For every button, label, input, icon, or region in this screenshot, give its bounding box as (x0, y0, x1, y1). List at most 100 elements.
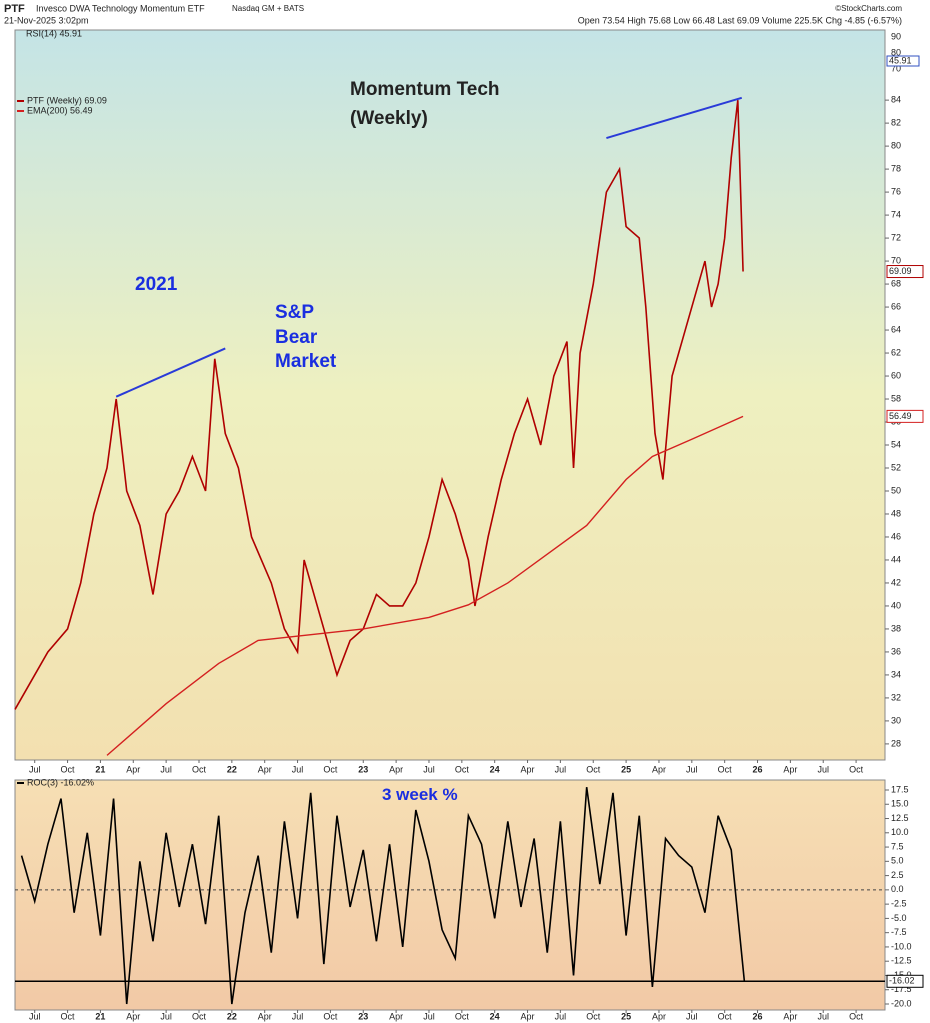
x-tick-label: Apr (126, 764, 140, 774)
x-tick-label: Apr (389, 764, 403, 774)
y-tick-label: -5.0 (891, 913, 907, 923)
y-tick-label: 0.0 (891, 884, 904, 894)
annotation: 3 week % (382, 785, 458, 804)
x-tick-label: Apr (521, 1011, 535, 1021)
x-tick-label: 26 (753, 1011, 763, 1021)
x-tick-label: Jul (555, 764, 567, 774)
y-tick-label: 2.5 (891, 870, 904, 880)
y-tick-label: 28 (891, 738, 901, 748)
x-tick-label: Jul (29, 1011, 41, 1021)
rsi-tick-label: 90 (891, 31, 901, 41)
rsi-value-box (886, 55, 920, 67)
legend-label: ROC(3) -16.02% (27, 777, 94, 787)
y-tick-label: 30 (891, 715, 901, 725)
rsi-tick-label: 70 (891, 63, 901, 73)
x-tick-label: Oct (849, 1011, 864, 1021)
x-tick-label: 23 (358, 764, 368, 774)
series-line (14, 100, 744, 710)
rsi-label: RSI(14) 45.91 (26, 28, 82, 38)
trend-line (606, 96, 743, 140)
x-tick-label: Jul (160, 1011, 172, 1021)
annotation: S&P (275, 302, 314, 323)
annotation: (Weekly) (350, 108, 428, 129)
series-line (106, 415, 744, 756)
x-tick-label: Apr (521, 764, 535, 774)
x-tick-label: 21 (95, 764, 105, 774)
y-tick-label: 76 (891, 186, 901, 196)
y-tick-label: -10.0 (891, 941, 912, 951)
trend-line (115, 347, 226, 398)
x-tick-label: Apr (258, 764, 272, 774)
x-tick-label: Apr (652, 764, 666, 774)
x-tick-label: Jul (686, 764, 698, 774)
y-tick-label: 17.5 (891, 784, 909, 794)
x-tick-label: 23 (358, 1011, 368, 1021)
y-tick-label: 12.5 (891, 813, 909, 823)
value-box-label: 69.09 (889, 266, 912, 276)
x-tick-label: Jul (817, 1011, 829, 1021)
y-tick-label: -12.5 (891, 956, 912, 966)
value-box (886, 409, 924, 423)
y-tick-label: 70 (891, 255, 901, 265)
value-box-label: -16.02 (889, 976, 915, 986)
x-tick-label: Apr (783, 1011, 797, 1021)
x-tick-label: Jul (292, 1011, 304, 1021)
x-tick-label: Oct (849, 764, 864, 774)
series-line (20, 787, 746, 1005)
y-tick-label: 80 (891, 140, 901, 150)
x-tick-label: 25 (621, 764, 631, 774)
x-tick-label: Apr (783, 764, 797, 774)
y-tick-label: 72 (891, 232, 901, 242)
y-tick-label: 78 (891, 163, 901, 173)
x-tick-label: 22 (227, 764, 237, 774)
y-tick-label: -2.5 (891, 899, 907, 909)
x-tick-label: Jul (686, 1011, 698, 1021)
x-tick-label: Oct (455, 1011, 470, 1021)
x-tick-label: Jul (29, 764, 41, 774)
x-tick-label: Jul (423, 1011, 435, 1021)
y-tick-label: 10.0 (891, 827, 909, 837)
roc-panel (14, 779, 886, 1011)
price-panel (14, 29, 886, 761)
y-tick-label: 40 (891, 600, 901, 610)
x-tick-label: Oct (323, 1011, 338, 1021)
y-tick-label: 42 (891, 577, 901, 587)
y-tick-label: 54 (891, 439, 901, 449)
value-box-label: 56.49 (889, 411, 912, 421)
x-tick-label: 26 (753, 764, 763, 774)
x-tick-label: Oct (455, 764, 470, 774)
x-tick-label: Apr (389, 1011, 403, 1021)
y-tick-label: 38 (891, 623, 901, 633)
y-tick-label: 7.5 (891, 841, 904, 851)
y-tick-label: 5.0 (891, 856, 904, 866)
x-tick-label: Apr (126, 1011, 140, 1021)
x-tick-label: Oct (192, 1011, 207, 1021)
x-tick-label: Oct (61, 1011, 76, 1021)
y-tick-label: 68 (891, 278, 901, 288)
y-tick-label: 62 (891, 347, 901, 357)
x-tick-label: 24 (490, 1011, 500, 1021)
value-box (886, 265, 924, 279)
y-tick-label: 60 (891, 370, 901, 380)
x-tick-label: Oct (586, 1011, 601, 1021)
annotation: Market (275, 351, 337, 372)
x-tick-label: Oct (323, 764, 338, 774)
y-tick-label: -20.0 (891, 998, 912, 1008)
x-tick-label: Jul (555, 1011, 567, 1021)
x-tick-label: 25 (621, 1011, 631, 1021)
credit: ©StockCharts.com (835, 4, 902, 13)
y-tick-label: -17.5 (891, 984, 912, 994)
rsi-value: 45.91 (889, 55, 912, 65)
y-tick-label: 74 (891, 209, 901, 219)
y-tick-label: 58 (891, 393, 901, 403)
x-tick-label: Jul (292, 764, 304, 774)
y-tick-label: 34 (891, 669, 901, 679)
x-tick-label: Jul (160, 764, 172, 774)
quote: Open 73.54 High 75.68 Low 66.48 Last 69.… (578, 15, 902, 25)
y-tick-label: 52 (891, 462, 901, 472)
legend-label: PTF (Weekly) 69.09 (27, 95, 107, 105)
legend-label: EMA(200) 56.49 (27, 105, 93, 115)
y-tick-label: 44 (891, 554, 901, 564)
